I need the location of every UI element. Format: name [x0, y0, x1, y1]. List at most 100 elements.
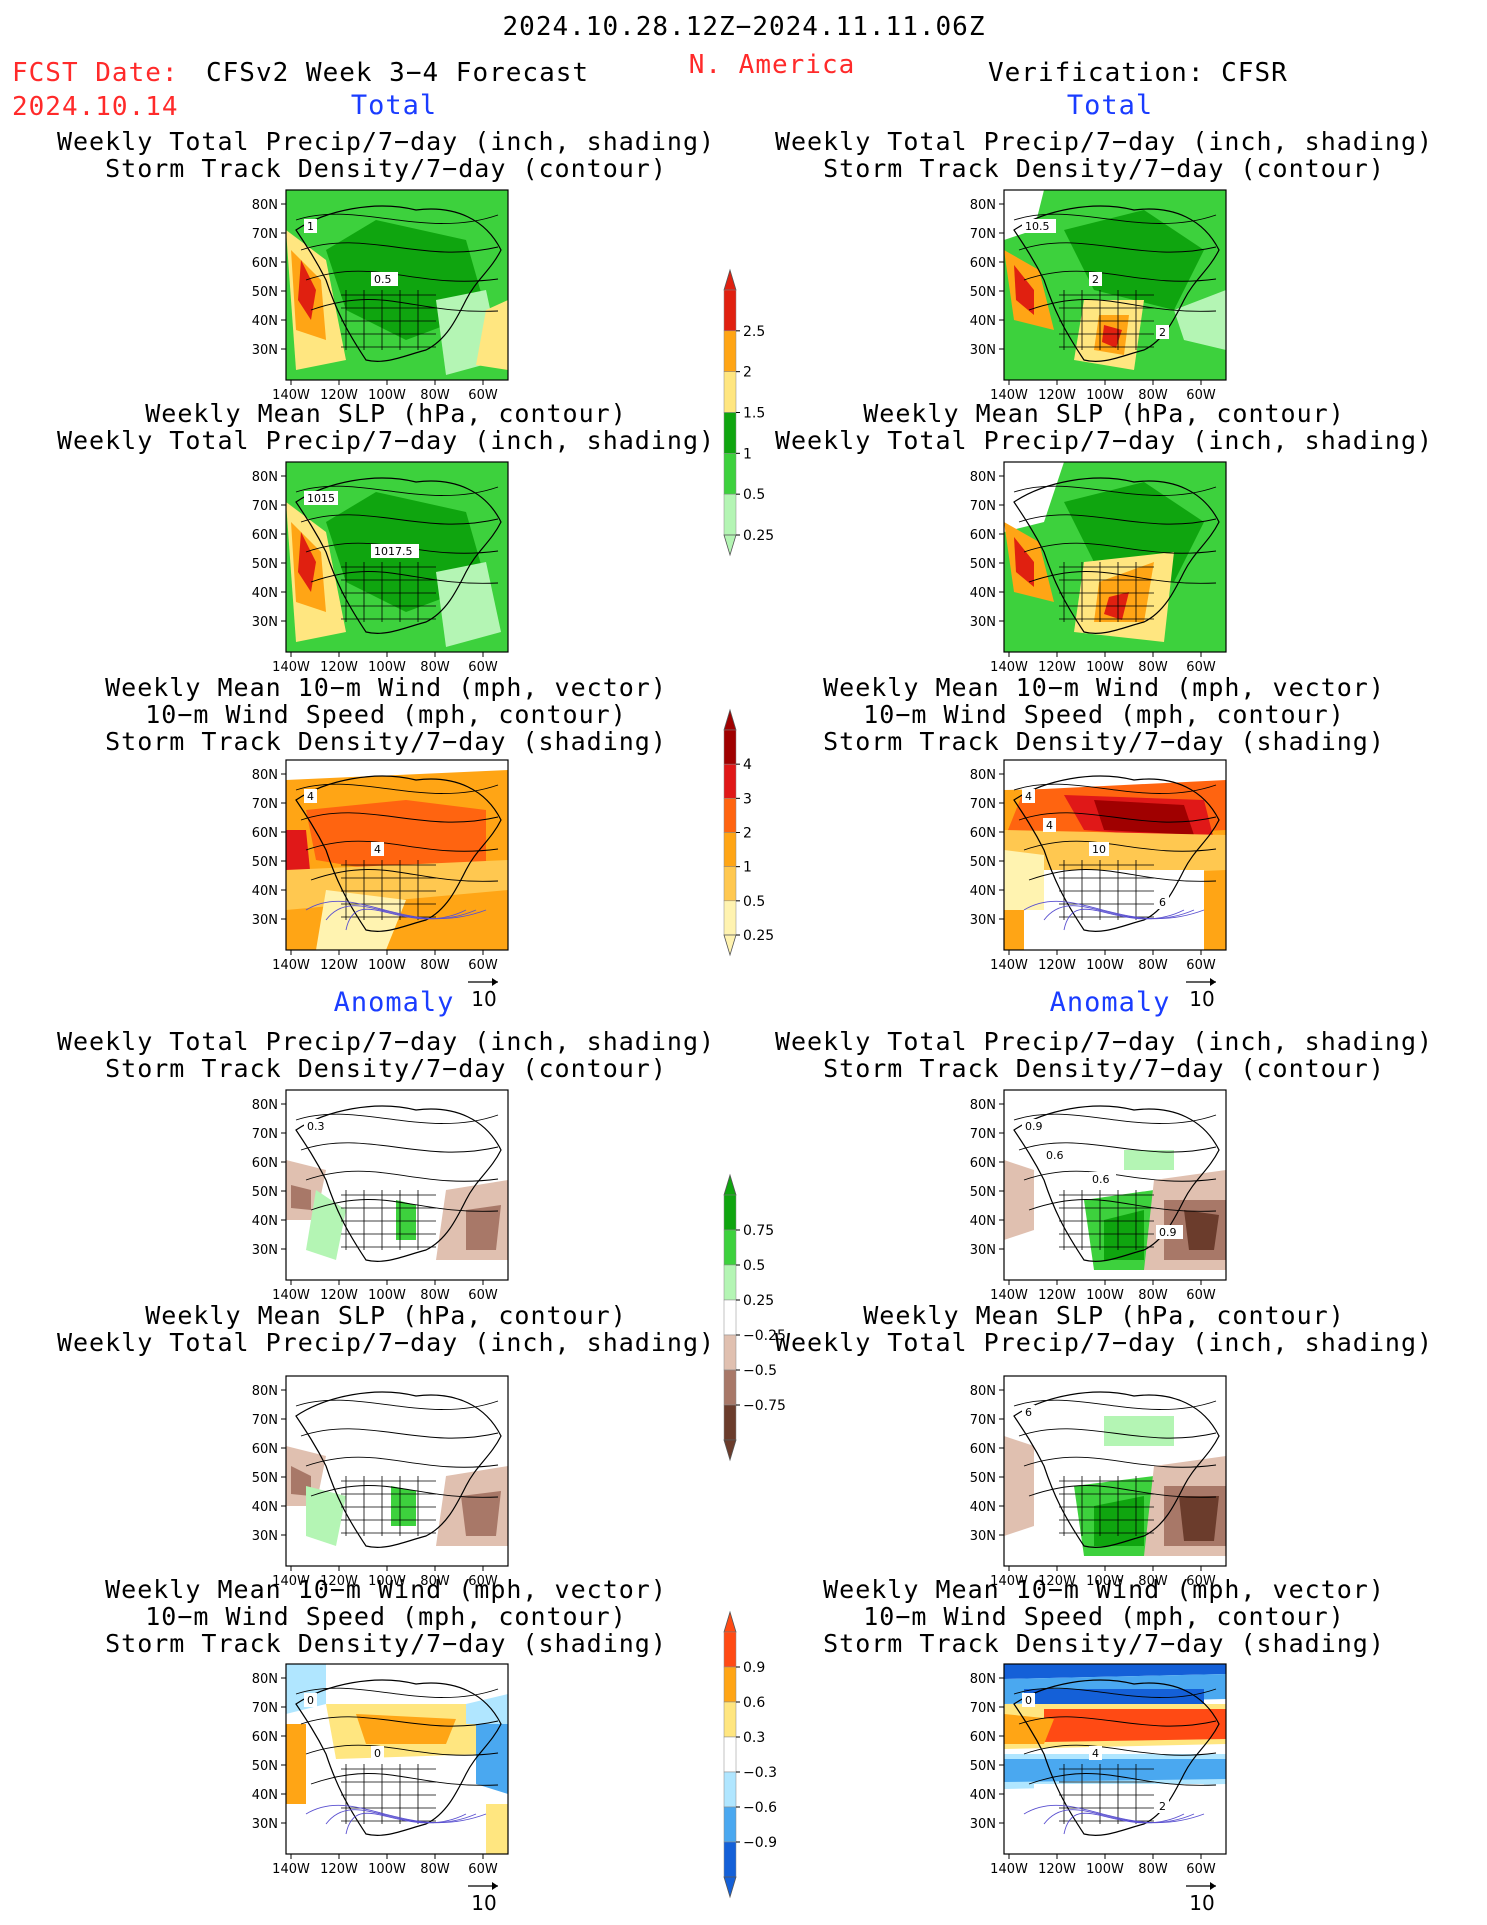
shading-region	[1004, 760, 1226, 790]
shading-region	[1014, 265, 1034, 315]
lat-label: 30N	[252, 1529, 278, 1544]
colorbar-label: 0.25	[743, 1293, 774, 1309]
colorbar-segment	[723, 1264, 737, 1301]
colorbar-cb-storm-anom: 0.9 0.6 0.3 −0.3 −0.6 −0.9	[723, 1610, 777, 1899]
contour-label-box	[304, 1693, 317, 1707]
colorbar-label: −0.75	[743, 1398, 786, 1414]
lat-label: 30N	[970, 343, 996, 358]
contour-label-box	[1156, 1225, 1183, 1239]
shading-region	[1004, 1714, 1054, 1744]
lon-label: 80W	[1138, 1574, 1168, 1589]
lon-label: 140W	[990, 388, 1028, 403]
colorbar-label: 1	[743, 446, 752, 462]
lat-label: 70N	[252, 1413, 278, 1428]
colorbar-segment	[723, 330, 737, 372]
colorbar-label: 0.25	[743, 528, 774, 544]
contour-label: 0.6	[1046, 1149, 1064, 1162]
map-frame	[285, 1663, 509, 1855]
lat-label: 80N	[970, 198, 996, 213]
coastline	[295, 775, 502, 932]
contour-line	[1023, 270, 1217, 282]
lat-label: 50N	[252, 1471, 278, 1486]
lon-label: 100W	[368, 1862, 406, 1877]
colorbar-cap	[723, 708, 737, 731]
contour-line	[300, 242, 499, 253]
lon-label: 120W	[1038, 1288, 1076, 1303]
lon-label: 120W	[1038, 388, 1076, 403]
map-ob-total-slp: 80N 70N 60N 50N 40N 30N 140W 120W 100W 80W 60W	[970, 461, 1227, 675]
colorbar-label: 0.9	[743, 1660, 765, 1676]
contour-label: 10	[1092, 843, 1106, 856]
colorbar-label: 0.5	[743, 487, 765, 503]
map-fc-total-precip: 1 0.5 80N 70N 60N 50N 40N 30N 140W 120W 100W 80W 60W	[252, 189, 509, 403]
lat-label: 80N	[970, 470, 996, 485]
lat-label: 60N	[970, 256, 996, 271]
title-ob-anom-slp: Weekly Mean SLP (hPa, contour) Weekly Tot…	[774, 1301, 1434, 1357]
title-ob-anom-precip: Weekly Total Precip/7−day (inch, shading…	[774, 1027, 1434, 1083]
colorbar-segment	[723, 1404, 737, 1441]
coastline	[1013, 205, 1220, 362]
contour-line	[1013, 213, 1217, 224]
lon-label: 120W	[1038, 1862, 1076, 1877]
contour-label: 0.5	[374, 273, 392, 286]
colorbar-cap	[723, 934, 737, 957]
lon-label: 120W	[320, 1288, 358, 1303]
lon-label: 140W	[272, 958, 310, 973]
lon-label: 60W	[1186, 1574, 1216, 1589]
contour-label-box	[371, 1746, 384, 1760]
shading-region	[1014, 537, 1034, 587]
contour-label-box	[304, 219, 317, 233]
contour-line	[300, 1142, 499, 1153]
wind-vector-line	[1063, 1812, 1185, 1835]
title-ob-total-wind: Weekly Mean 10−m Wind (mph, vector) 10−m …	[823, 673, 1385, 756]
colorbar-segment	[723, 832, 737, 867]
contour-line	[300, 812, 499, 823]
contour-line	[1013, 783, 1217, 794]
lat-label: 40N	[970, 1788, 996, 1803]
contour-line	[305, 840, 499, 852]
lon-label: 140W	[272, 660, 310, 675]
lon-label: 80W	[420, 1862, 450, 1877]
shading-region	[1184, 1210, 1219, 1250]
contour-label: 4	[1025, 790, 1032, 803]
shading-region	[286, 1724, 306, 1804]
lat-label: 30N	[252, 1243, 278, 1258]
contour-label-box	[1022, 219, 1056, 233]
colorbar-segment	[723, 866, 737, 902]
lat-label: 40N	[252, 1500, 278, 1515]
contour-label-box	[1089, 272, 1102, 286]
section-total-left: Total	[350, 90, 438, 121]
contour-label: 2	[1092, 273, 1099, 286]
coastline	[295, 1391, 502, 1548]
lat-label: 80N	[252, 1384, 278, 1399]
colorbar-cb-storm-total: 4 3 2 1 0.5 0.25	[723, 708, 774, 957]
colorbar-cb-precip-anom: 0.75 0.5 0.25 −0.25 −0.5 −0.75	[723, 1173, 786, 1462]
colorbar-segment	[723, 1771, 737, 1808]
shading-region	[356, 1714, 456, 1744]
wind-vector-line	[305, 1804, 487, 1824]
colorbar-segment	[723, 1806, 737, 1843]
lat-label: 50N	[252, 1185, 278, 1200]
contour-label: 0.3	[307, 1120, 325, 1133]
lat-label: 30N	[970, 615, 996, 630]
contour-line	[300, 1428, 499, 1439]
contour-line	[1018, 812, 1217, 823]
lon-label: 140W	[272, 388, 310, 403]
lat-label: 30N	[252, 1817, 278, 1832]
map-frame	[1003, 759, 1227, 951]
lon-label: 80W	[420, 660, 450, 675]
lon-label: 80W	[1138, 1862, 1168, 1877]
colorbar-segment	[723, 289, 737, 332]
lat-label: 70N	[970, 1413, 996, 1428]
colorbar-segment	[723, 1701, 737, 1738]
lon-label: 120W	[1038, 958, 1076, 973]
colorbar-label: −0.5	[743, 1363, 777, 1379]
shading-region	[1102, 325, 1122, 348]
lon-label: 100W	[1086, 388, 1124, 403]
title-fc-anom-precip: Weekly Total Precip/7−day (inch, shading…	[56, 1027, 716, 1083]
lon-label: 120W	[320, 660, 358, 675]
shading-region	[476, 300, 508, 370]
lat-label: 70N	[970, 797, 996, 812]
contour-line	[1023, 1744, 1217, 1756]
lat-label: 70N	[970, 1701, 996, 1716]
